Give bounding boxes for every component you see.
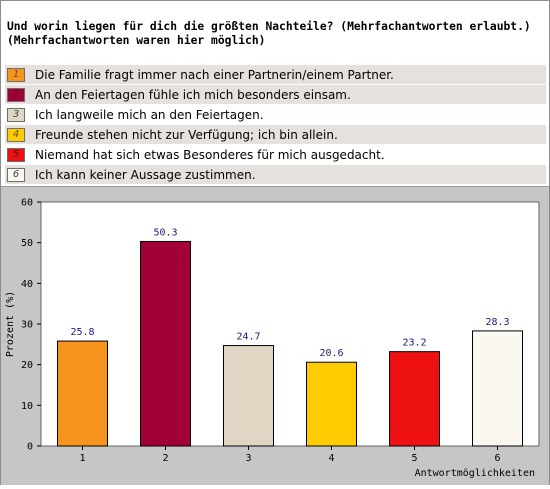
y-tick-label: 60 — [21, 198, 33, 209]
legend-item-5: 5 Niemand hat sich etwas Besonderes für … — [5, 145, 546, 164]
legend-item-6: 6 Ich kann keiner Aussage zustimmen. — [5, 165, 546, 184]
legend-label-3: Ich langweile mich an den Feiertagen. — [35, 107, 264, 122]
question-text: Und worin liegen für dich die größten Na… — [7, 20, 543, 48]
question-line-2: (Mehrfachantworten waren hier möglich) — [7, 34, 266, 47]
legend-swatch-3: 3 — [7, 107, 25, 122]
legend-item-3: 3 Ich langweile mich an den Feiertagen. — [5, 105, 546, 124]
x-tick-label: 5 — [411, 453, 417, 464]
x-axis-label: Antwortmöglichkeiten — [415, 468, 535, 479]
question-line-1: Und worin liegen für dich die größten Na… — [7, 20, 531, 33]
chart-panel: 0 10 20 30 40 50 60 1 2 3 4 5 6 25.8 50.3 24.7 20.6 23.… — [1, 186, 549, 485]
y-axis-label: Prozent (%) — [5, 291, 16, 357]
y-tick-label: 0 — [27, 442, 33, 453]
y-axis: 0 10 20 30 40 50 60 — [21, 198, 41, 453]
legend-swatch-5: 5 — [7, 147, 25, 162]
x-tick-label: 3 — [245, 453, 251, 464]
bar-chart: 0 10 20 30 40 50 60 1 2 3 4 5 6 25.8 50.3 24.7 20.6 23.… — [5, 198, 540, 479]
x-tick-label: 4 — [328, 453, 334, 464]
bar-value-label: 50.3 — [153, 227, 177, 238]
legend-item-1: 1 Die Familie fragt immer nach einer Par… — [5, 65, 546, 84]
answer-legend: 1 Die Familie fragt immer nach einer Par… — [5, 65, 546, 185]
y-tick-label: 30 — [21, 320, 33, 331]
bar-6 — [472, 330, 523, 447]
y-tick-label: 50 — [21, 238, 33, 249]
legend-swatch-6: 6 — [7, 167, 25, 182]
bar-value-label: 20.6 — [319, 348, 343, 359]
legend-item-2: 2 An den Feiertagen fühle ich mich beson… — [5, 85, 546, 104]
bar-value-label: 28.3 — [485, 317, 509, 328]
bar-4 — [306, 361, 357, 447]
x-tick-label: 6 — [494, 453, 500, 464]
bar-1 — [57, 340, 108, 447]
y-tick-label: 10 — [21, 401, 33, 412]
bar-5 — [389, 351, 440, 447]
bar-value-label: 23.2 — [402, 338, 426, 349]
legend-label-2: An den Feiertagen fühle ich mich besonde… — [35, 87, 351, 102]
legend-item-4: 4 Freunde stehen nicht zur Verfügung; ic… — [5, 125, 546, 144]
legend-swatch-2: 2 — [7, 87, 25, 102]
plot-area — [40, 201, 540, 447]
legend-label-6: Ich kann keiner Aussage zustimmen. — [35, 167, 256, 182]
y-tick-label: 40 — [21, 279, 33, 290]
legend-swatch-1: 1 — [7, 67, 25, 82]
y-tick-label: 20 — [21, 360, 33, 371]
bar-3 — [223, 345, 274, 447]
x-tick-label: 1 — [79, 453, 85, 464]
legend-label-1: Die Familie fragt immer nach einer Partn… — [35, 67, 394, 82]
legend-label-4: Freunde stehen nicht zur Verfügung; ich … — [35, 127, 338, 142]
bar-value-label: 24.7 — [236, 332, 260, 343]
bars: 25.8 50.3 24.7 20.6 23.2 28.3 — [57, 227, 523, 447]
x-axis: 1 2 3 4 5 6 — [79, 446, 501, 464]
legend-label-5: Niemand hat sich etwas Besonderes für mi… — [35, 147, 385, 162]
bar-2 — [140, 240, 191, 447]
legend-swatch-4: 4 — [7, 127, 25, 142]
bar-value-label: 25.8 — [70, 327, 94, 338]
x-tick-label: 2 — [162, 453, 168, 464]
